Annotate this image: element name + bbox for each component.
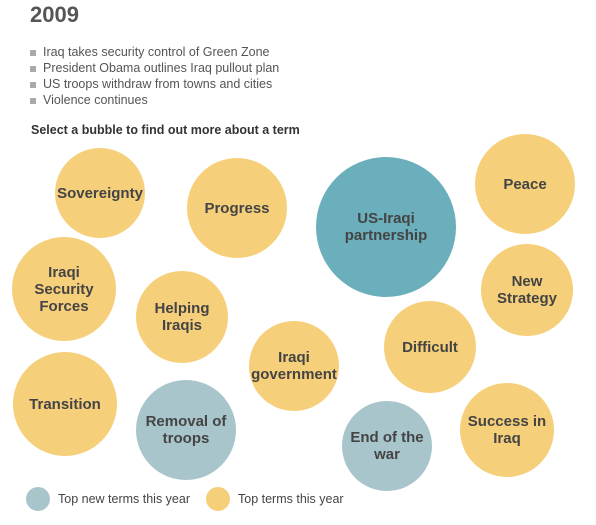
bullet-item: Iraq takes security control of Green Zon… xyxy=(30,44,279,60)
term-bubble[interactable]: Peace xyxy=(475,134,575,234)
legend-swatch xyxy=(206,487,230,511)
term-bubble[interactable]: Difficult xyxy=(384,301,476,393)
term-bubble[interactable]: Helping Iraqis xyxy=(136,271,228,363)
term-bubble[interactable]: New Strategy xyxy=(481,244,573,336)
bullet-item: President Obama outlines Iraq pullout pl… xyxy=(30,60,279,76)
term-bubble[interactable]: Sovereignty xyxy=(55,148,145,238)
term-bubble[interactable]: Transition xyxy=(13,352,117,456)
title: 2009 xyxy=(30,2,79,27)
bullet-list: Iraq takes security control of Green Zon… xyxy=(30,44,279,108)
bullet-item: US troops withdraw from towns and cities xyxy=(30,76,279,92)
bullet-item: Violence continues xyxy=(30,92,279,108)
legend-swatch xyxy=(26,487,50,511)
term-bubble[interactable]: Success in Iraq xyxy=(460,383,554,477)
term-bubble[interactable]: US-Iraqi partnership xyxy=(316,157,456,297)
term-bubble[interactable]: Removal of troops xyxy=(136,380,236,480)
legend-label: Top new terms this year xyxy=(58,492,190,506)
term-bubble[interactable]: Progress xyxy=(187,158,287,258)
term-bubble[interactable]: Iraqi Security Forces xyxy=(12,237,116,341)
term-bubble[interactable]: Iraqi government xyxy=(249,321,339,411)
term-bubble[interactable]: End of the war xyxy=(342,401,432,491)
instruction: Select a bubble to find out more about a… xyxy=(31,123,300,137)
legend-label: Top terms this year xyxy=(238,492,344,506)
